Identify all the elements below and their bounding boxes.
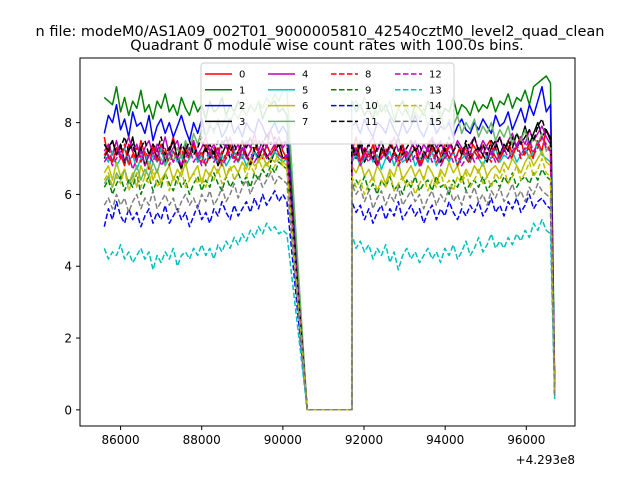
x-tick-label: 90000 <box>264 433 302 447</box>
legend-label-12: 12 <box>429 70 442 81</box>
legend-label-5: 5 <box>302 85 308 96</box>
legend-label-9: 9 <box>365 85 371 96</box>
legend-label-2: 2 <box>239 101 245 112</box>
y-tick-label: 2 <box>64 332 72 346</box>
y-tick-label: 6 <box>64 188 72 202</box>
axes-frame <box>79 57 576 427</box>
x-tick-label: 88000 <box>183 433 221 447</box>
y-tick-label: 8 <box>64 116 72 130</box>
x-tick-label: 92000 <box>345 433 383 447</box>
legend-label-15: 15 <box>429 117 442 128</box>
legend-label-14: 14 <box>429 101 442 112</box>
series-12-line <box>103 136 556 411</box>
y-tick-label: 4 <box>64 260 72 274</box>
figure-suptitle: n file: modeM0/AS1A09_002T01_9000005810_… <box>36 24 605 40</box>
x-tick-label: 94000 <box>426 433 464 447</box>
legend-label-11: 11 <box>365 117 378 128</box>
y-axis: 0 2 4 6 8 <box>64 116 80 417</box>
plot-lines <box>103 75 556 411</box>
x-tick-label: 96000 <box>507 433 545 447</box>
legend-label-8: 8 <box>365 70 371 81</box>
y-tick-label: 0 <box>64 403 72 417</box>
legend-label-3: 3 <box>239 117 245 128</box>
legend-label-7: 7 <box>302 117 308 128</box>
x-tick-label: 86000 <box>101 433 139 447</box>
series-15-line <box>103 172 556 411</box>
legend-box <box>200 62 455 145</box>
legend-label-1: 1 <box>239 85 245 96</box>
legend-label-6: 6 <box>302 101 308 112</box>
x-axis: 86000 88000 90000 92000 94000 96000 <box>101 426 545 447</box>
x-offset-label: +4.293e8 <box>516 453 575 467</box>
legend-label-0: 0 <box>239 70 245 81</box>
chart-title: Quadrant 0 module wise count rates with … <box>130 38 524 54</box>
legend-label-13: 13 <box>429 85 442 96</box>
series-10-line <box>103 190 556 411</box>
series-14-line <box>103 157 556 411</box>
legend-label-10: 10 <box>365 101 378 112</box>
legend-label-4: 4 <box>302 70 308 81</box>
